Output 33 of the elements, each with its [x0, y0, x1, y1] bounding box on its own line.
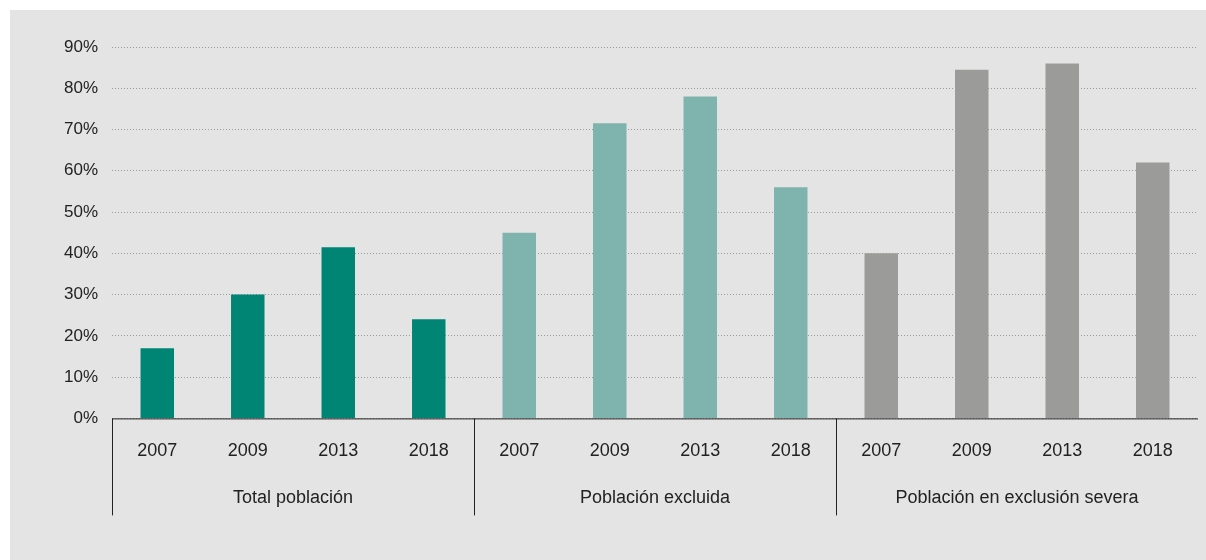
text: Total población: [232, 487, 354, 508]
bar: [683, 96, 717, 418]
x-tick-label: 2013: [680, 440, 721, 461]
x-tick-label: 2009: [951, 440, 992, 461]
y-tick-label: 20%: [63, 325, 99, 345]
text: Población excluida: [579, 487, 732, 508]
y-tick-label: 0%: [73, 408, 99, 428]
x-tick-label: 2013: [318, 440, 359, 461]
y-tick-label: 70%: [63, 119, 99, 139]
bar: [412, 319, 446, 418]
bar: [321, 247, 356, 418]
x-tick-label: 2009: [227, 440, 268, 461]
x-tick-label: 2007: [499, 440, 540, 461]
y-tick-label: 80%: [63, 77, 99, 97]
x-tick-label: 2007: [861, 440, 902, 461]
x-tick-label: 2018: [1132, 440, 1173, 461]
x-tick-label: 2013: [1042, 440, 1083, 461]
y-tick-label: 90%: [63, 36, 99, 56]
x-tick-label: 2018: [408, 440, 449, 461]
bar: [231, 294, 265, 418]
x-tick-label: 2018: [770, 440, 811, 461]
y-tick-label: 50%: [63, 201, 99, 221]
bar: [502, 232, 537, 418]
x-tick-label: 2007: [137, 440, 178, 461]
bar: [140, 348, 175, 418]
y-tick-label: 10%: [63, 366, 99, 386]
y-tick-label: 60%: [63, 160, 99, 180]
bar: [774, 187, 808, 418]
bar: [593, 123, 627, 418]
y-tick-label: 40%: [63, 243, 99, 263]
x-tick-label: 2009: [589, 440, 630, 461]
y-tick-label: 30%: [63, 284, 99, 304]
text: Población en exclusión severa: [895, 487, 1140, 508]
